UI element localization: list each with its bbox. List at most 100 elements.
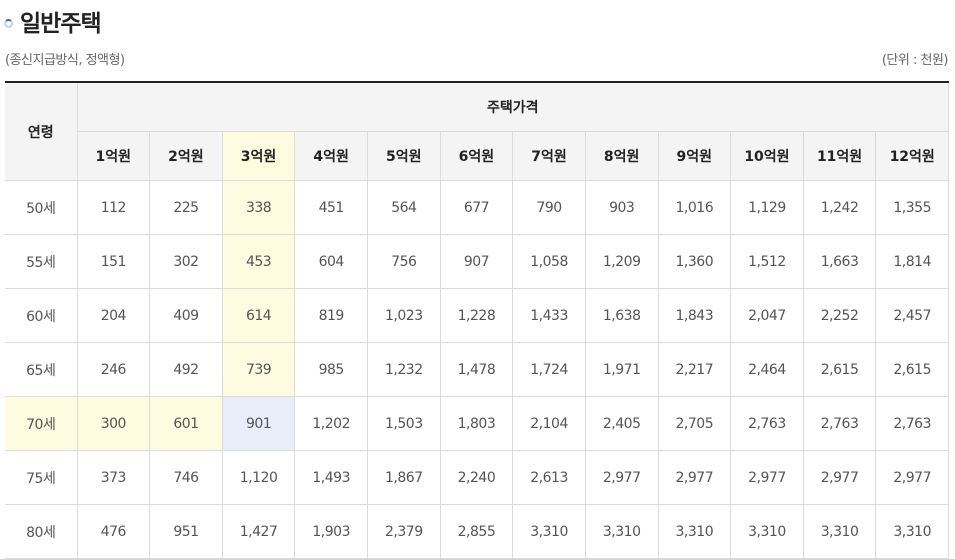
value-cell: 2,047: [730, 288, 804, 343]
table-row: 80세 476 951 1,427 1,903 2,379 2,855 3,310 3,310 3…: [5, 504, 949, 559]
value-cell: 225: [149, 180, 223, 235]
age-cell: 65세: [5, 342, 78, 397]
age-cell: 60세: [5, 288, 78, 343]
value-cell: 2,464: [730, 342, 804, 397]
value-cell: 614: [221, 288, 296, 343]
value-cell: 1,016: [657, 180, 732, 235]
value-cell: 2,405: [584, 396, 659, 451]
value-cell: 492: [149, 342, 223, 397]
value-cell: 1,058: [512, 234, 586, 289]
value-cell: 302: [149, 234, 223, 289]
value-cell: 1,433: [512, 288, 586, 343]
value-cell: 476: [76, 504, 151, 559]
value-cell: 2,763: [730, 396, 804, 451]
value-cell: 1,129: [730, 180, 804, 235]
value-cell: 2,977: [875, 450, 949, 505]
value-cell: 300: [76, 396, 151, 451]
column-header: 12억원: [875, 131, 949, 181]
value-cell: 3,310: [875, 504, 949, 559]
value-cell: 338: [221, 180, 296, 235]
subtitle: (종신지급방식, 정액형): [5, 53, 125, 68]
age-header: 연령: [5, 81, 78, 181]
table-row: 55세 151 302 453 604 756 907 1,058 1,209 1,360 1,51…: [5, 234, 949, 289]
value-cell: 564: [367, 180, 441, 235]
age-cell: 70세: [5, 396, 78, 451]
value-cell: 739: [221, 342, 296, 397]
column-header: 1억원: [77, 131, 151, 181]
column-header: 11억원: [802, 131, 877, 181]
table-row: 60세 204 409 614 819 1,023 1,228 1,433 1,638 1,843…: [5, 288, 949, 343]
age-cell: 55세: [5, 234, 78, 289]
value-cell: 601: [149, 396, 223, 451]
value-cell: 907: [439, 234, 514, 289]
value-cell: 2,977: [584, 450, 659, 505]
value-cell: 2,615: [875, 342, 949, 397]
value-cell: 151: [76, 234, 151, 289]
section-title: 일반주택: [4, 4, 102, 38]
page-title: 일반주택: [20, 11, 102, 37]
column-header: 2억원: [149, 131, 223, 181]
value-cell: 1,242: [802, 180, 877, 235]
value-cell: 1,120: [221, 450, 296, 505]
value-cell: 1,355: [875, 180, 949, 235]
value-cell: 2,705: [657, 396, 732, 451]
value-cell: 451: [294, 180, 368, 235]
value-cell: 2,104: [512, 396, 586, 451]
value-cell: 746: [149, 450, 223, 505]
pension-table: 연령 주택가격 1억원 2억원 3억원 4억원 5억원 6억원 7억원 8억원 9억원 10억원 1…: [5, 81, 949, 559]
value-cell: 2,252: [802, 288, 877, 343]
column-header: 10억원: [730, 131, 804, 181]
value-cell: 790: [512, 180, 586, 235]
value-cell: 453: [221, 234, 296, 289]
value-cell: 2,977: [730, 450, 804, 505]
value-cell: 1,663: [802, 234, 877, 289]
value-cell: 3,310: [584, 504, 659, 559]
value-cell: 2,240: [439, 450, 514, 505]
column-header: 8억원: [584, 131, 659, 181]
value-cell: 112: [76, 180, 151, 235]
value-cell: 1,803: [439, 396, 514, 451]
value-cell: 1,478: [439, 342, 514, 397]
value-cell: 1,814: [875, 234, 949, 289]
value-cell: 2,613: [512, 450, 586, 505]
value-cell: 1,867: [367, 450, 441, 505]
value-cell: 1,503: [367, 396, 441, 451]
value-cell: 1,903: [294, 504, 368, 559]
value-cell: 1,493: [294, 450, 368, 505]
value-cell: 2,977: [802, 450, 877, 505]
value-cell: 3,310: [802, 504, 877, 559]
age-cell: 50세: [5, 180, 78, 235]
value-cell: 951: [149, 504, 223, 559]
value-cell: 3,310: [512, 504, 586, 559]
column-header: 7억원: [512, 131, 586, 181]
value-cell: 1,512: [730, 234, 804, 289]
value-cell: 1,228: [439, 288, 514, 343]
value-cell: 2,457: [875, 288, 949, 343]
column-header: 6억원: [439, 131, 514, 181]
table-row: 50세 112 225 338 451 564 677 790 903 1,016 1,129 1,2…: [5, 180, 949, 235]
value-cell: 1,209: [584, 234, 659, 289]
table-row: 65세 246 492 739 985 1,232 1,478 1,724 1,971 2,217…: [5, 342, 949, 397]
table-row: 70세 300 601 901 1,202 1,503 1,803 2,104 2,405 2,7…: [5, 396, 949, 451]
value-cell: 604: [294, 234, 368, 289]
value-cell: 1,638: [584, 288, 659, 343]
value-cell: 1,360: [657, 234, 732, 289]
age-cell: 80세: [5, 504, 78, 559]
value-cell: 1,427: [221, 504, 296, 559]
price-header: 주택가격: [76, 81, 949, 132]
value-cell: 677: [439, 180, 514, 235]
value-cell: 2,615: [802, 342, 877, 397]
bullet-icon: [4, 18, 13, 28]
value-cell: 819: [294, 288, 368, 343]
column-header: 9억원: [657, 131, 732, 181]
value-cell: 1,724: [512, 342, 586, 397]
value-cell: 373: [76, 450, 151, 505]
value-cell: 1,202: [294, 396, 368, 451]
table-row: 75세 373 746 1,120 1,493 1,867 2,240 2,613 2,977 2…: [5, 450, 949, 505]
age-cell: 75세: [5, 450, 78, 505]
value-cell: 1,232: [367, 342, 441, 397]
column-header: 4억원: [294, 131, 368, 181]
value-cell: 901: [221, 396, 296, 451]
value-cell: 2,379: [367, 504, 441, 559]
value-cell: 204: [76, 288, 151, 343]
